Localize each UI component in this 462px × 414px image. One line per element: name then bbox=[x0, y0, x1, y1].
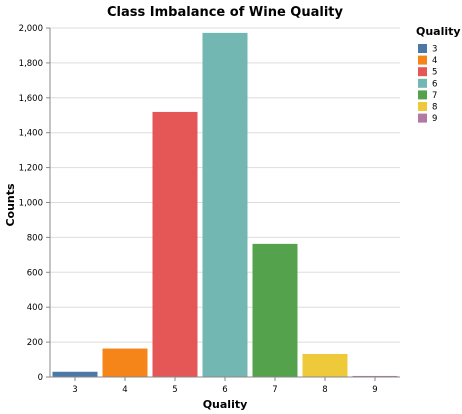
y-tick-label: 2,000 bbox=[19, 24, 43, 34]
legend-title: Quality bbox=[416, 25, 461, 38]
legend-label: 7 bbox=[432, 91, 437, 101]
y-tick-label: 0 bbox=[38, 373, 43, 383]
y-tick-label: 1,200 bbox=[19, 164, 43, 174]
y-axis-title: Counts bbox=[4, 183, 17, 227]
bar-quality-6 bbox=[202, 32, 248, 378]
legend-label: 3 bbox=[432, 45, 437, 55]
legend-swatch bbox=[418, 102, 427, 111]
legend-label: 4 bbox=[432, 56, 437, 66]
legend-label: 6 bbox=[432, 79, 437, 89]
bar-quality-8 bbox=[302, 353, 348, 377]
axes: 0 200 400 600 800 1,000 1,200 1,400 1,600 1,800 2,… bbox=[19, 24, 400, 395]
bar-quality-9 bbox=[352, 375, 398, 377]
legend-label: 9 bbox=[432, 114, 437, 124]
x-tick-label: 8 bbox=[322, 385, 327, 395]
bars bbox=[52, 32, 398, 378]
legend-label: 8 bbox=[432, 103, 437, 113]
legend-swatch bbox=[418, 78, 427, 88]
legend-swatch bbox=[418, 55, 427, 65]
y-tick-label: 800 bbox=[27, 233, 43, 243]
bar-quality-5 bbox=[152, 111, 198, 377]
legend: Quality 34 56 7 89 bbox=[416, 25, 461, 124]
y-tick-label: 1,400 bbox=[19, 129, 43, 139]
bar-quality-4 bbox=[102, 348, 148, 377]
x-tick-label: 5 bbox=[172, 385, 177, 395]
legend-swatch bbox=[418, 44, 427, 53]
x-tick-label: 6 bbox=[222, 385, 227, 395]
legend-swatch bbox=[418, 90, 427, 100]
x-tick-label: 7 bbox=[272, 385, 277, 395]
x-tick-label: 4 bbox=[122, 385, 127, 395]
y-tick-label: 1,800 bbox=[19, 59, 43, 69]
legend-swatch bbox=[418, 67, 427, 77]
x-tick-label: 3 bbox=[72, 385, 77, 395]
x-tick-label: 9 bbox=[372, 385, 377, 395]
chart-title: Class Imbalance of Wine Quality bbox=[107, 5, 343, 20]
y-tick-label: 600 bbox=[27, 268, 43, 278]
y-tick-label: 200 bbox=[27, 338, 43, 348]
bar-quality-3 bbox=[52, 371, 98, 377]
y-tick-label: 1,000 bbox=[19, 199, 43, 209]
y-tick-label: 1,600 bbox=[19, 94, 43, 104]
y-tick-label: 400 bbox=[27, 303, 43, 313]
x-axis-title: Quality bbox=[203, 398, 248, 411]
bar-quality-7 bbox=[252, 243, 298, 377]
legend-swatch bbox=[418, 113, 427, 123]
legend-label: 5 bbox=[432, 68, 437, 78]
